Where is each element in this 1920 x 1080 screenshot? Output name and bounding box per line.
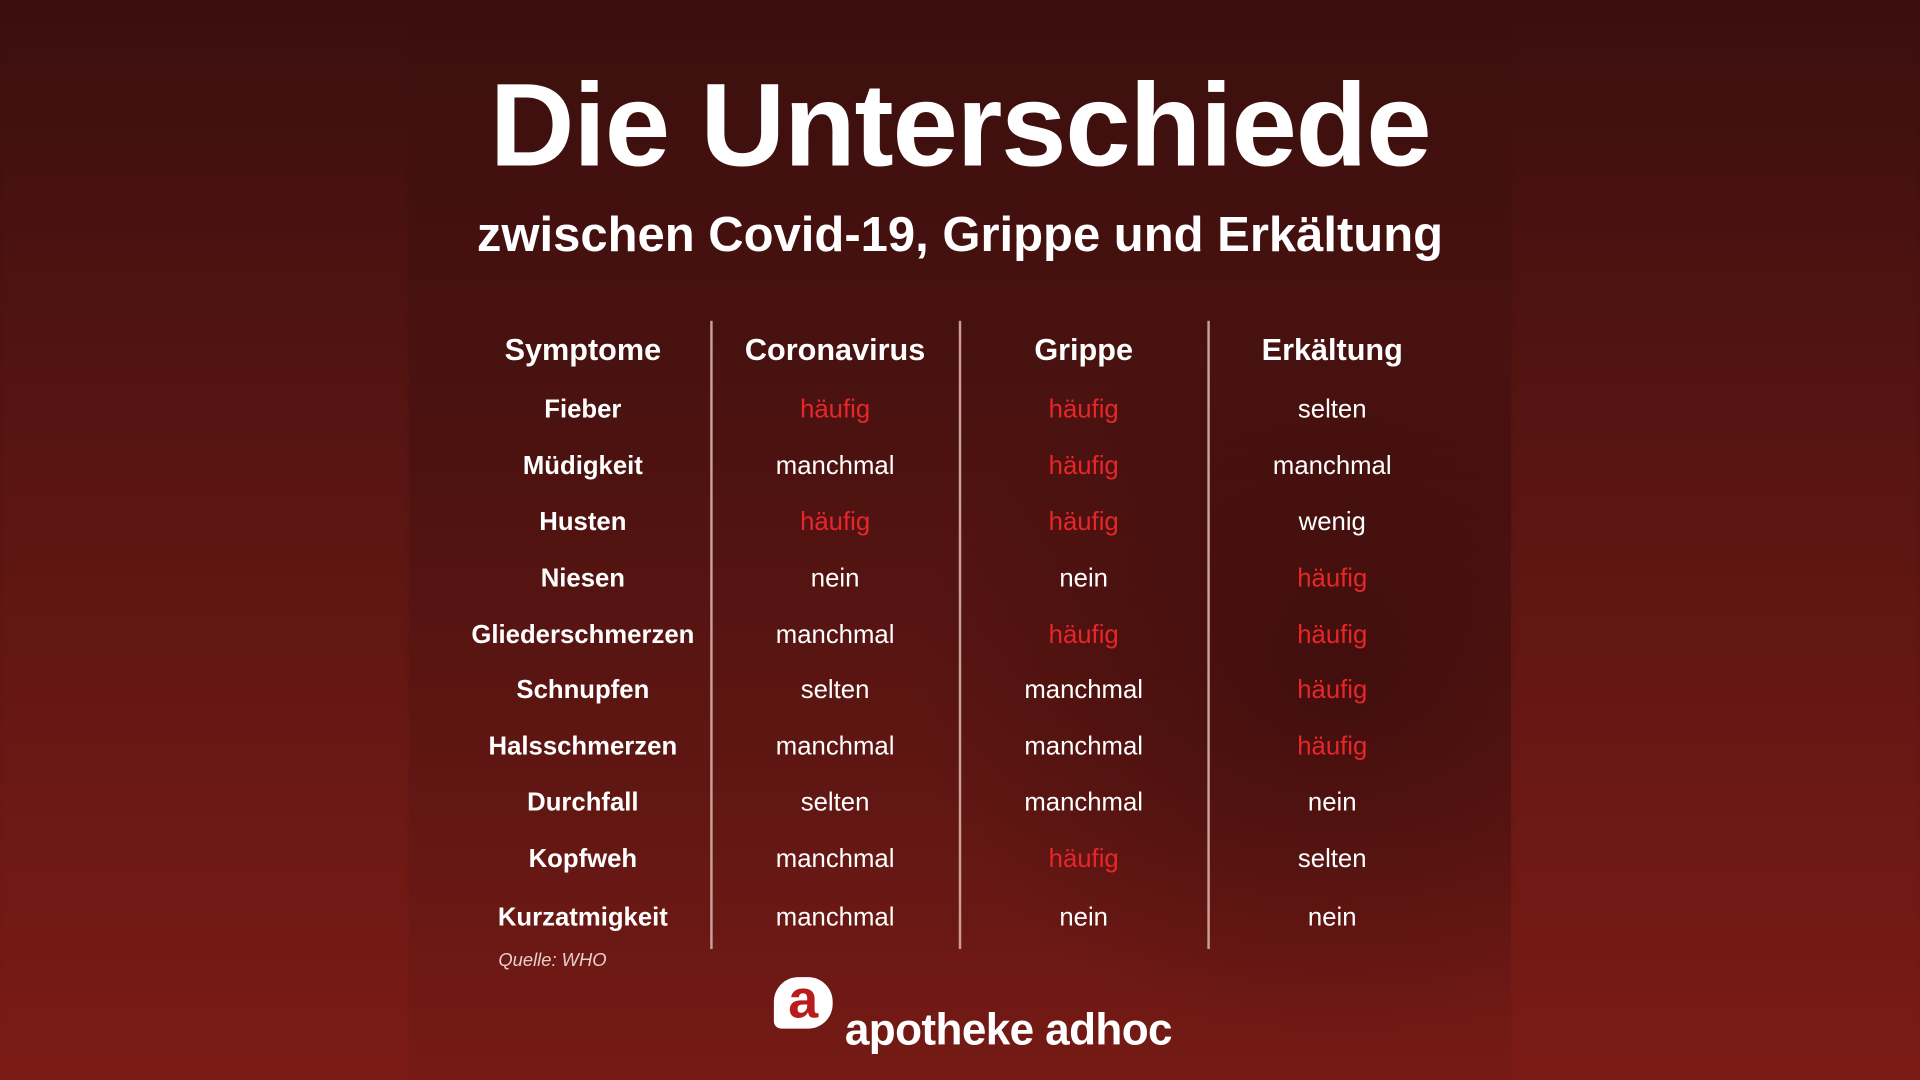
source-note: Quelle: WHO xyxy=(498,950,607,972)
column-divider xyxy=(958,320,962,949)
symptom-label: Niesen xyxy=(540,564,626,593)
table-cell: selten xyxy=(1297,844,1367,874)
table-cell: häufig xyxy=(1048,395,1119,424)
table-cell: häufig xyxy=(1048,451,1119,481)
table-cell: manchmal xyxy=(775,844,895,874)
table-cell: selten xyxy=(1297,395,1367,424)
table-cell: häufig xyxy=(1048,508,1119,537)
table-cell: nein xyxy=(1307,788,1357,817)
symptom-label: Kurzatmigkeit xyxy=(497,903,668,932)
logo-mark-icon: a xyxy=(773,970,833,1030)
symptom-label: Gliederschmerzen xyxy=(471,620,695,649)
column-header: Grippe xyxy=(1034,333,1133,368)
table-cell: manchmal xyxy=(775,451,895,481)
table-cell: häufig xyxy=(800,395,871,424)
table-cell: wenig xyxy=(1298,508,1366,537)
table-cell: manchmal xyxy=(1024,675,1143,705)
symptom-label: Kopfweh xyxy=(528,844,638,874)
blurred-background-left xyxy=(0,0,409,1080)
symptom-label: Fieber xyxy=(544,395,622,424)
column-header: Symptome xyxy=(504,333,662,368)
page-title: Die Unterschiede xyxy=(489,60,1432,192)
table-cell: nein xyxy=(810,564,860,593)
symptom-label: Durchfall xyxy=(527,788,639,817)
table-cell: manchmal xyxy=(1024,732,1143,761)
table-cell: manchmal xyxy=(775,732,895,761)
column-divider xyxy=(710,320,713,949)
page-subtitle: zwischen Covid-19, Grippe und Erkältung xyxy=(476,208,1444,263)
table-cell: häufig xyxy=(1048,844,1119,874)
table-cell: nein xyxy=(1059,903,1108,932)
table-cell: häufig xyxy=(1297,620,1368,649)
table-cell: häufig xyxy=(1297,564,1368,593)
symptom-label: Schnupfen xyxy=(516,675,650,705)
table-cell: manchmal xyxy=(775,620,895,649)
column-header: Coronavirus xyxy=(744,333,926,368)
table-cell: nein xyxy=(1059,564,1108,593)
table-cell: häufig xyxy=(1297,675,1368,705)
table-cell: häufig xyxy=(1048,620,1119,649)
table-cell: häufig xyxy=(800,508,871,537)
table-cell: manchmal xyxy=(1272,451,1392,481)
table-cell: manchmal xyxy=(775,903,895,932)
blurred-background-right xyxy=(1511,0,1920,1080)
column-header: Erkältung xyxy=(1261,333,1403,368)
symptom-label: Husten xyxy=(539,508,627,537)
symptom-label: Halsschmerzen xyxy=(488,732,678,761)
table-cell: selten xyxy=(800,788,870,817)
symptom-label: Müdigkeit xyxy=(522,451,643,481)
column-divider xyxy=(1207,320,1210,949)
logo-text: apotheke adhoc xyxy=(844,1004,1173,1055)
table-cell: häufig xyxy=(1297,732,1368,761)
table-cell: nein xyxy=(1307,903,1357,932)
table-cell: manchmal xyxy=(1024,788,1143,817)
table-cell: selten xyxy=(800,675,870,705)
